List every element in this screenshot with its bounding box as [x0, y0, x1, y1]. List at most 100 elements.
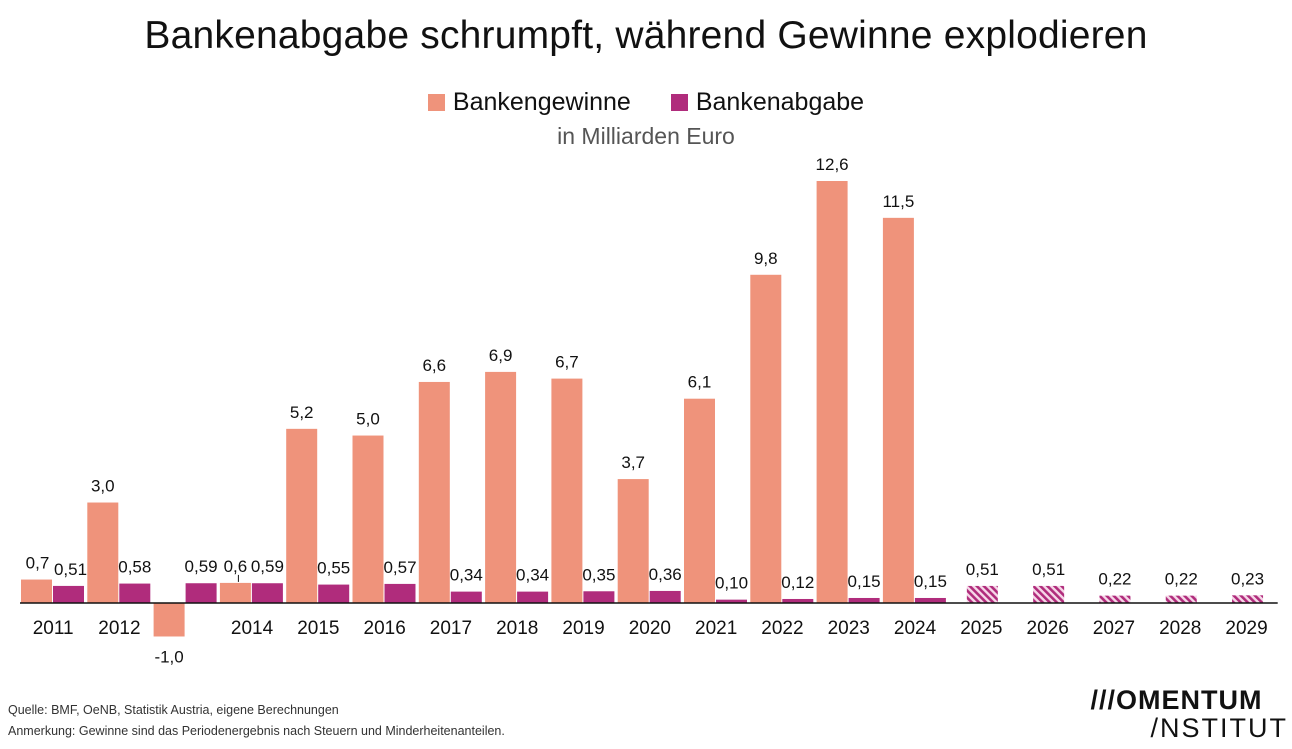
- levy-bar-2012: [119, 583, 151, 603]
- profit-bar-2020: [617, 479, 649, 603]
- levy-bar-2021: [716, 599, 747, 603]
- levy-label-2012: 0,58: [118, 558, 151, 577]
- profit-label-2016: 5,0: [356, 410, 380, 429]
- profit-label-2024: 11,5: [882, 192, 914, 211]
- profit-label-2015: 5,2: [290, 403, 314, 422]
- legend-swatch-levy: [670, 94, 688, 111]
- levy-label-2026: 0,51: [1032, 560, 1065, 579]
- levy-label-2028: 0,22: [1165, 570, 1198, 589]
- legend-label-profits: Bankengewinne: [452, 88, 631, 116]
- profit-label-2022: 9,8: [754, 249, 778, 268]
- levy-bar-2025: [966, 585, 998, 603]
- legend-label-levy: Bankenabgabe: [695, 88, 865, 116]
- levy-bar-2014: [251, 583, 283, 603]
- profit-label-2018: 6,9: [489, 346, 513, 365]
- levy-label-2020: 0,36: [649, 565, 682, 584]
- levy-label-2011: 0,51: [54, 560, 87, 579]
- profit-bar-2017: [418, 381, 450, 603]
- x-tick-label-2028: 2028: [1159, 618, 1201, 639]
- levy-bar-2029: [1232, 595, 1264, 603]
- profit-label-2021: 6,1: [688, 373, 712, 392]
- profit-bar-2019: [551, 378, 583, 603]
- x-tick-label-2026: 2026: [1027, 618, 1069, 639]
- profit-bar-2018: [485, 371, 517, 603]
- levy-bar-2024: [914, 597, 946, 603]
- levy-bar-2017: [450, 591, 482, 603]
- x-tick-label-2025: 2025: [960, 618, 1002, 639]
- x-tick-label-2027: 2027: [1093, 618, 1135, 639]
- x-tick-label-2015: 2015: [297, 618, 339, 639]
- legend-item-profits: Bankengewinne: [427, 88, 631, 117]
- x-tick-label-2018: 2018: [496, 618, 538, 639]
- x-tick-label-2029: 2029: [1225, 618, 1267, 639]
- x-tick-label-2024: 2024: [894, 618, 937, 639]
- footnotes: Quelle: BMF, OeNB, Statistik Austria, ei…: [8, 700, 505, 742]
- profit-label-2017: 6,6: [422, 356, 446, 375]
- levy-bar-2011: [53, 585, 84, 603]
- x-tick-label-2019: 2019: [562, 618, 604, 639]
- legend-swatch-profits: [427, 94, 445, 111]
- levy-label-2016: 0,57: [383, 558, 416, 577]
- profit-bar-2023: [816, 181, 848, 603]
- profit-bar-2021: [684, 398, 715, 603]
- x-tick-label-2011: 2011: [33, 618, 74, 639]
- profit-bar-2013: [153, 603, 185, 637]
- levy-label-2021: 0,10: [715, 574, 748, 593]
- profit-bar-2012: [87, 502, 119, 603]
- x-tick-label-2023: 2023: [828, 618, 870, 639]
- profit-bar-2024: [882, 217, 914, 604]
- profit-bar-2016: [352, 435, 384, 603]
- source-note: Quelle: BMF, OeNB, Statistik Austria, ei…: [8, 703, 339, 717]
- levy-label-2023: 0,15: [848, 572, 881, 591]
- legend: Bankengewinne Bankenabgabe: [0, 88, 1292, 117]
- profit-label-2012: 3,0: [91, 477, 115, 496]
- x-tick-label-2017: 2017: [430, 618, 472, 639]
- profit-label-2013: -1,0: [154, 647, 183, 666]
- profit-label-2023: 12,6: [816, 155, 849, 174]
- levy-bar-2019: [583, 591, 615, 603]
- x-tick-label-2012: 2012: [98, 618, 140, 639]
- profit-bar-2014: [219, 582, 251, 603]
- profit-label-2020: 3,7: [621, 453, 645, 472]
- x-tick-label-2020: 2020: [629, 618, 671, 639]
- logo-line-1: ///OMENTUM: [1090, 685, 1263, 715]
- chart-title: Bankenabgabe schrumpft, während Gewinne …: [144, 14, 1148, 57]
- levy-bar-2020: [649, 590, 681, 603]
- levy-label-2015: 0,55: [317, 559, 350, 578]
- levy-bar-2022: [782, 598, 814, 603]
- levy-label-2025: 0,51: [966, 560, 999, 579]
- levy-label-2013: 0,59: [185, 557, 218, 576]
- logo-line-2: /NSTITUT: [1150, 713, 1288, 743]
- profit-label-2019: 6,7: [555, 353, 579, 372]
- levy-bar-2015: [318, 584, 350, 603]
- levy-bar-2013: [185, 583, 217, 603]
- profit-label-2014: 0,6: [224, 557, 248, 576]
- levy-bar-2018: [517, 591, 549, 603]
- levy-bar-2026: [1033, 585, 1065, 603]
- levy-bar-2016: [384, 583, 416, 603]
- levy-label-2022: 0,12: [781, 573, 814, 592]
- levy-label-2017: 0,34: [450, 566, 483, 585]
- momentum-institut-logo: ///OMENTUM /NSTITUT: [1091, 686, 1289, 742]
- x-tick-label-2022: 2022: [761, 618, 803, 639]
- profit-bar-2015: [286, 428, 318, 603]
- annotation-note: Anmerkung: Gewinne sind das Periodenerge…: [8, 724, 505, 738]
- levy-label-2018: 0,34: [516, 566, 549, 585]
- profit-bar-2011: [21, 579, 52, 603]
- levy-label-2024: 0,15: [914, 572, 947, 591]
- levy-bar-2023: [848, 597, 880, 603]
- x-tick-label-2014: 2014: [231, 618, 274, 639]
- profit-bar-2022: [750, 274, 782, 603]
- profit-label-2011: 0,7: [26, 554, 50, 573]
- levy-label-2027: 0,22: [1098, 570, 1131, 589]
- levy-label-2014: 0,59: [251, 557, 284, 576]
- levy-label-2019: 0,35: [582, 565, 615, 584]
- unit-label: in Milliarden Euro: [557, 123, 735, 149]
- levy-bar-2028: [1165, 595, 1197, 603]
- legend-item-levy: Bankenabgabe: [670, 88, 865, 117]
- levy-bar-2027: [1099, 595, 1131, 603]
- levy-label-2029: 0,23: [1231, 569, 1264, 588]
- x-tick-label-2021: 2021: [695, 618, 737, 639]
- x-tick-label-2016: 2016: [364, 618, 406, 639]
